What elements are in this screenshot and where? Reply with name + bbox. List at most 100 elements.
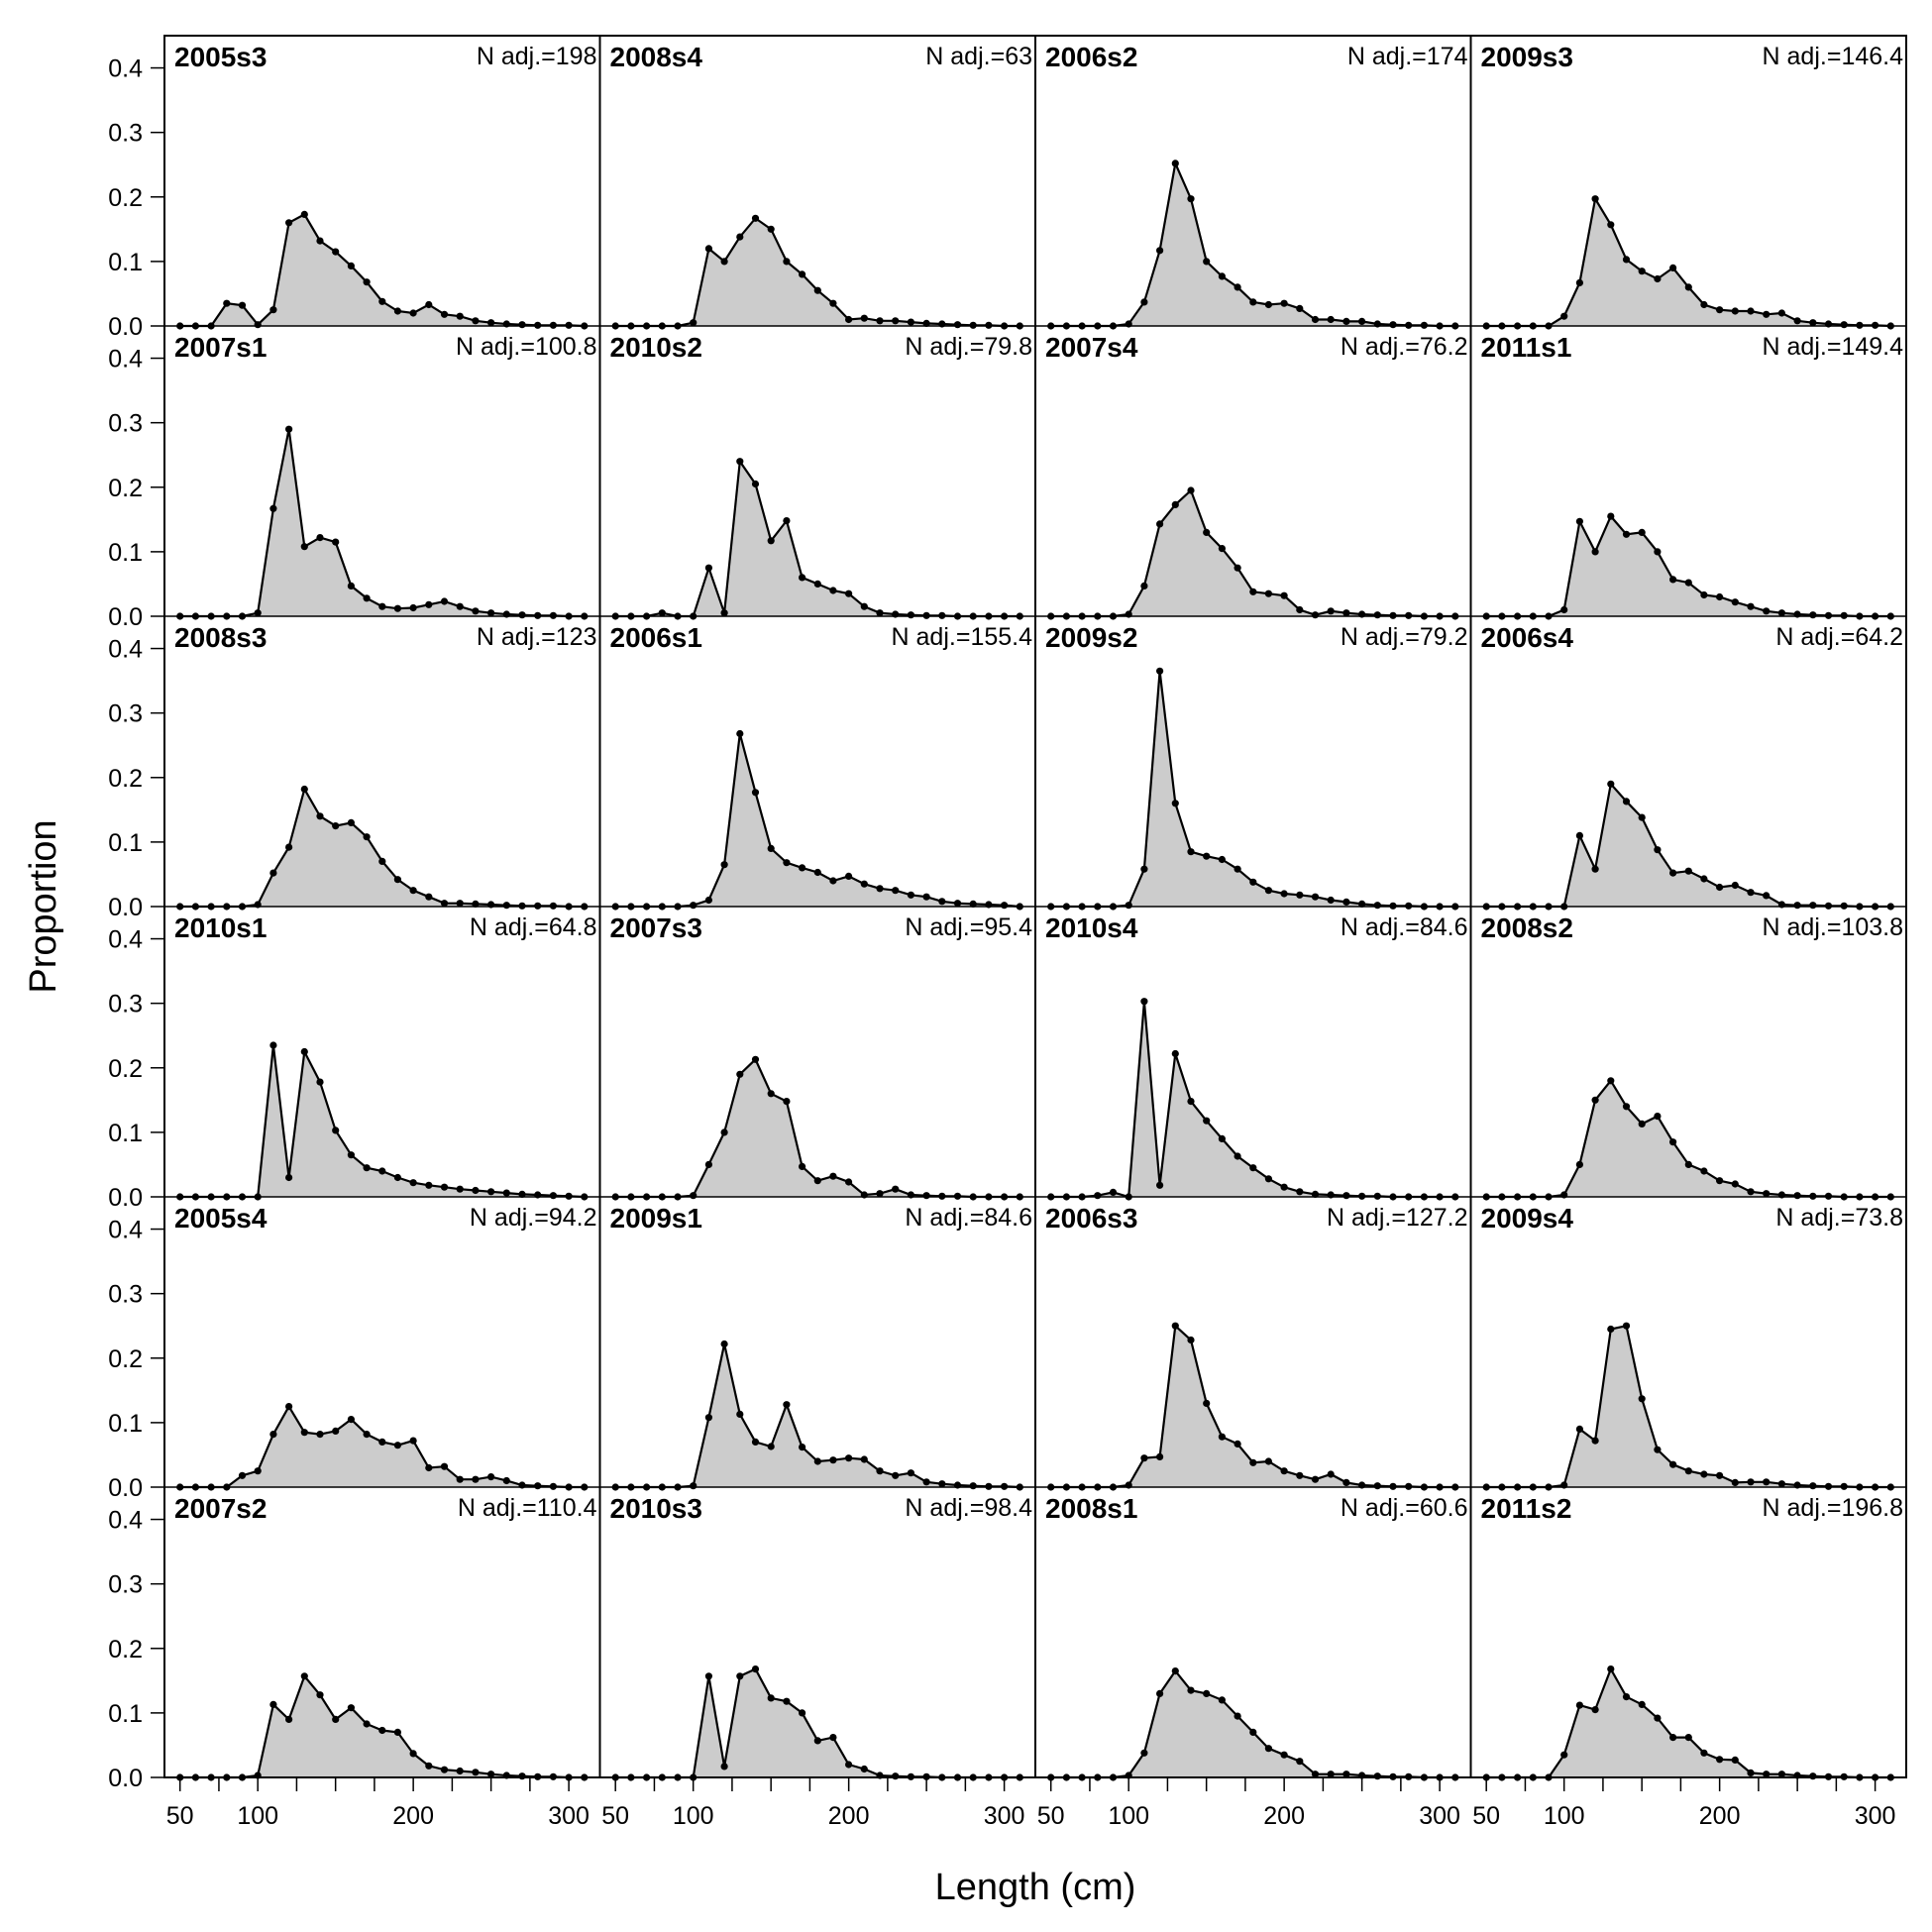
y-tick-label: 0.2 — [108, 765, 143, 793]
y-tick-label: 0.3 — [108, 1571, 143, 1599]
data-point — [1638, 528, 1646, 537]
data-point — [829, 1172, 837, 1180]
series-area — [1050, 1670, 1455, 1777]
data-point — [1763, 1771, 1771, 1778]
data-point — [254, 609, 262, 617]
data-point — [378, 1438, 386, 1446]
data-point — [1669, 576, 1677, 584]
data-point — [502, 902, 510, 910]
data-point — [1638, 1395, 1646, 1403]
data-point — [440, 310, 449, 318]
data-point — [1591, 865, 1599, 873]
series-area — [179, 1406, 585, 1487]
data-point — [1218, 545, 1226, 553]
data-point — [1234, 865, 1241, 873]
data-point — [223, 299, 231, 307]
data-point — [1607, 1077, 1615, 1085]
data-point — [783, 258, 791, 266]
data-point — [1249, 1164, 1257, 1172]
data-point — [502, 1189, 510, 1197]
panel-n-label: N adj.=76.2 — [1341, 333, 1468, 361]
data-point — [1607, 780, 1615, 788]
data-point — [269, 1041, 277, 1049]
data-point — [1591, 1437, 1599, 1445]
series-area — [615, 1059, 1020, 1197]
data-point — [704, 564, 713, 572]
data-point — [518, 1772, 526, 1780]
data-point — [1575, 1425, 1583, 1433]
data-point — [1700, 1167, 1708, 1175]
data-point — [922, 893, 930, 901]
data-point — [1840, 321, 1848, 329]
panel-n-label: N adj.=84.6 — [1341, 913, 1468, 941]
data-point — [892, 887, 900, 895]
panel-title: 2008s3 — [174, 622, 267, 653]
data-point — [1700, 590, 1708, 599]
data-point — [969, 900, 977, 909]
data-point — [1280, 1751, 1288, 1759]
panel-title: 2008s2 — [1481, 912, 1573, 943]
data-point — [440, 1183, 449, 1191]
y-tick-label: 0.0 — [108, 1765, 143, 1792]
data-point — [409, 309, 417, 317]
data-point — [1777, 309, 1785, 317]
data-point — [1296, 891, 1304, 899]
panel-2007s2: 2007s2 N adj.=110.4 — [164, 1493, 600, 1781]
data-point — [285, 425, 293, 433]
data-point — [1311, 1475, 1320, 1483]
data-point — [1654, 548, 1662, 556]
y-tick-label: 0.1 — [108, 829, 143, 857]
data-point — [254, 321, 262, 329]
data-point — [860, 880, 868, 888]
data-point — [690, 1482, 698, 1490]
data-point — [363, 1164, 371, 1172]
data-point — [1763, 607, 1771, 615]
data-point — [1171, 1049, 1179, 1058]
data-point — [845, 1178, 853, 1186]
data-point — [425, 1762, 433, 1770]
data-point — [409, 1437, 417, 1445]
y-tick-label: 0.0 — [108, 1184, 143, 1212]
data-point — [767, 1090, 775, 1098]
series-area — [179, 1045, 585, 1197]
panel-n-label: N adj.=64.2 — [1775, 623, 1903, 651]
data-point — [1203, 1689, 1211, 1697]
data-point — [1575, 278, 1583, 286]
data-point — [1001, 902, 1009, 910]
y-tick-label: 0.2 — [108, 1636, 143, 1664]
data-point — [316, 1691, 324, 1699]
data-point — [269, 869, 277, 877]
data-point — [1373, 1772, 1381, 1780]
data-point — [425, 600, 433, 608]
data-point — [1234, 1440, 1241, 1448]
data-point — [1156, 1689, 1164, 1697]
data-point — [799, 1709, 806, 1717]
panel-title: 2011s1 — [1481, 332, 1572, 363]
data-point — [1311, 611, 1320, 619]
data-point — [1187, 1686, 1195, 1694]
data-point — [1171, 1667, 1179, 1675]
data-point — [829, 1456, 837, 1464]
data-point — [1700, 1749, 1708, 1757]
data-point — [440, 1766, 449, 1773]
data-point — [845, 590, 853, 597]
data-point — [269, 504, 277, 512]
data-point — [472, 900, 480, 909]
data-point — [1264, 1745, 1272, 1753]
data-point — [1716, 592, 1724, 601]
data-point — [472, 607, 480, 615]
data-point — [1171, 1322, 1179, 1330]
data-point — [425, 1181, 433, 1189]
data-point — [1171, 800, 1179, 807]
data-point — [1763, 1478, 1771, 1486]
data-point — [813, 580, 821, 589]
data-point — [378, 857, 386, 866]
panel-2007s3: 2007s3 N adj.=95.4 — [599, 912, 1035, 1201]
data-point — [487, 1473, 495, 1481]
data-point — [767, 844, 775, 853]
data-point — [378, 1726, 386, 1735]
data-point — [1203, 852, 1211, 860]
data-point — [938, 1480, 946, 1488]
data-point — [1716, 883, 1724, 892]
data-point — [783, 1697, 791, 1705]
